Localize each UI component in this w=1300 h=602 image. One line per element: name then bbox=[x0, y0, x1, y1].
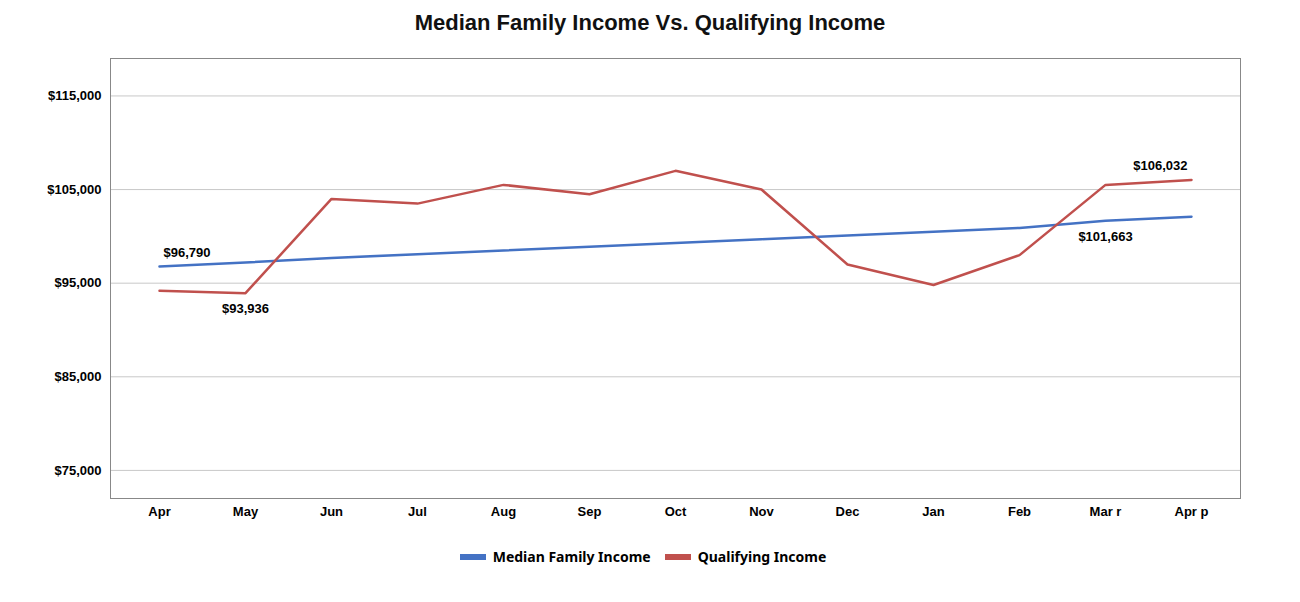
svg-text:Jun: Jun bbox=[320, 504, 343, 519]
svg-text:Nov: Nov bbox=[749, 504, 774, 519]
svg-text:Jan: Jan bbox=[922, 504, 944, 519]
svg-text:Sep: Sep bbox=[578, 504, 602, 519]
svg-text:$115,000: $115,000 bbox=[48, 88, 102, 103]
svg-text:$106,032: $106,032 bbox=[1133, 158, 1187, 173]
svg-text:$96,790: $96,790 bbox=[164, 245, 211, 260]
svg-text:$95,000: $95,000 bbox=[55, 275, 102, 290]
html-text:Median Family Income Vs. Quali: Median Family Income Vs. Qualifying Inco… bbox=[414, 10, 886, 35]
svg-text:Aug: Aug bbox=[491, 504, 516, 519]
svg-text:Apr p: Apr p bbox=[1175, 504, 1209, 519]
svg-text:May: May bbox=[233, 504, 259, 519]
svg-text:$75,000: $75,000 bbox=[55, 463, 102, 478]
svg-text:$85,000: $85,000 bbox=[55, 369, 102, 384]
html-text:Qualifying Income: Qualifying Income bbox=[697, 547, 827, 566]
svg-text:Jul: Jul bbox=[408, 504, 427, 519]
svg-text:Mar r: Mar r bbox=[1090, 504, 1122, 519]
html-text:Median Family Income: Median Family Income bbox=[492, 547, 651, 566]
svg-text:$101,663: $101,663 bbox=[1078, 229, 1132, 244]
svg-text:Feb: Feb bbox=[1008, 504, 1031, 519]
svg-text:Dec: Dec bbox=[836, 504, 860, 519]
svg-text:$105,000: $105,000 bbox=[47, 182, 101, 197]
svg-text:Apr: Apr bbox=[148, 504, 170, 519]
svg-text:Oct: Oct bbox=[665, 504, 687, 519]
svg-text:$93,936: $93,936 bbox=[222, 301, 269, 316]
